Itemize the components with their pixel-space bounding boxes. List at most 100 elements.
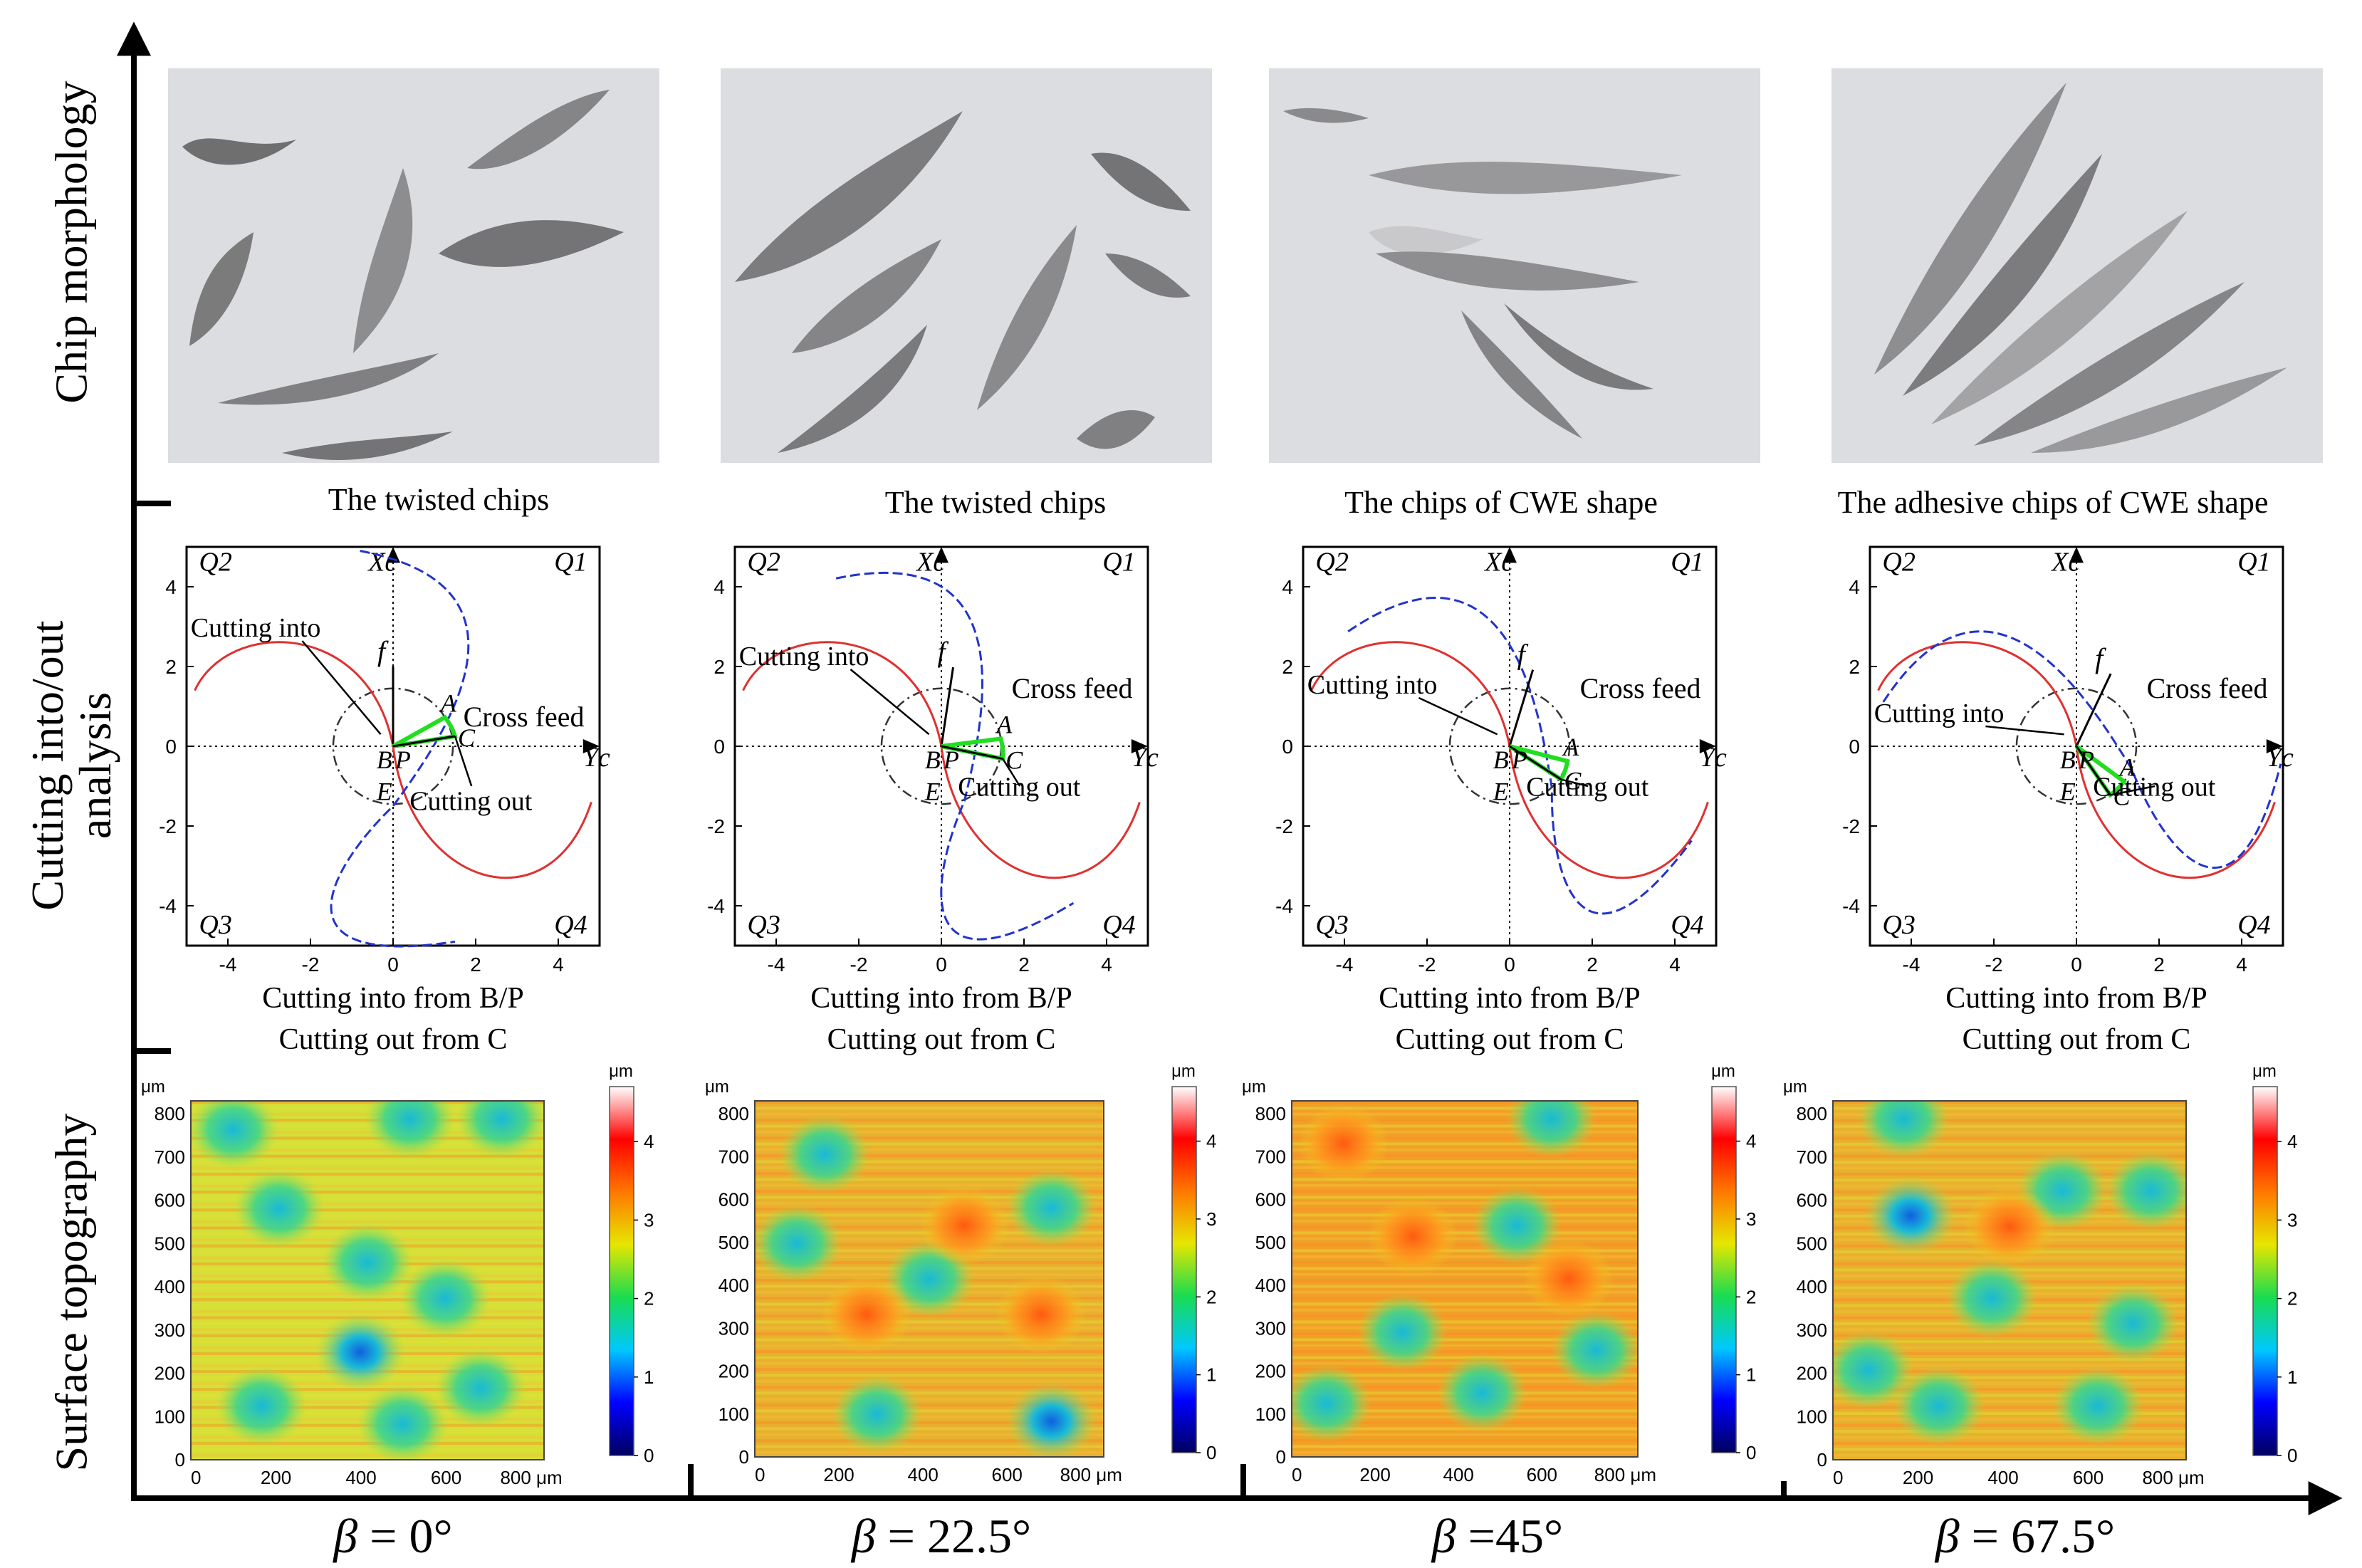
cutting-out-pointer <box>1561 778 1589 788</box>
point-label-b: B <box>2060 746 2076 774</box>
y-tick-label: -2 <box>159 815 177 837</box>
x-tick-label: -4 <box>1336 953 1354 976</box>
point-label-e: E <box>2059 778 2076 806</box>
y-tick-label: 200 <box>155 1363 185 1384</box>
colorbar-tick-label: 2 <box>2287 1288 2297 1310</box>
point-label-a: A <box>2118 753 2136 781</box>
cross-feed-label: Cross feed <box>2147 672 2268 704</box>
chip-photo-3 <box>1269 68 1760 463</box>
quadrant-label-q2: Q2 <box>1882 548 1915 577</box>
cutting-out-pointer <box>1002 758 1021 787</box>
topography-heatmap <box>191 1101 544 1460</box>
y-tick-label: -4 <box>1275 895 1293 917</box>
y-tick-label: 800 <box>155 1103 185 1124</box>
y-tick-label: 400 <box>155 1276 185 1297</box>
y-tick-label: 500 <box>718 1232 749 1253</box>
x-tick-label: 400 <box>907 1464 938 1485</box>
cutting-into-label: Cutting into <box>1307 670 1438 700</box>
y-tick-label: 200 <box>1255 1361 1286 1382</box>
x-tick-label: 0 <box>755 1464 765 1485</box>
colorbar-tick-label: 3 <box>1206 1208 1216 1230</box>
x-tick-label: -2 <box>302 953 320 976</box>
topography-heatmap <box>755 1101 1104 1457</box>
xc-axis-label: Xc <box>2050 548 2080 577</box>
beta-symbol: β <box>1431 1509 1456 1563</box>
cutting-out-caption: Cutting out from C <box>1962 1023 2191 1056</box>
colorbar-gradient <box>1171 1086 1197 1453</box>
y-tick-label: 2 <box>1282 656 1293 678</box>
x-tick-label: 600 <box>431 1467 461 1488</box>
y-tick-label: 200 <box>718 1361 749 1382</box>
beta-label-col-3: β =45° <box>1432 1508 1563 1564</box>
x-tick-label: 2 <box>1587 953 1598 976</box>
y-tick-label: 0 <box>165 736 177 758</box>
cutting-into-pointer <box>1985 725 2064 736</box>
y-tick-label: -2 <box>707 815 725 837</box>
colorbar-tick-label: 2 <box>1746 1286 1756 1307</box>
point-label-p: P <box>2078 746 2094 774</box>
x-tick-label: 600 <box>1527 1464 1557 1485</box>
colorbar-tick-label: 2 <box>1206 1286 1216 1307</box>
point-label-b: B <box>377 746 392 774</box>
y-tick-label: 500 <box>1797 1233 1827 1254</box>
y-tick-label: -2 <box>1275 815 1293 837</box>
cutting-diagram-3: -4 -4 -2 -2 0 0 2 2 4 4 Xc Yc Q2 Q1 Q3 Q4 f A C B P E Cutting … <box>1218 533 1859 1049</box>
quadrant-label-q2: Q2 <box>747 548 780 577</box>
beta-symbol: β <box>1935 1509 1960 1563</box>
colorbar-tick-label: 4 <box>1746 1131 1756 1152</box>
yc-arrow-icon <box>2266 739 2283 753</box>
y-tick-label: 0 <box>1817 1449 1827 1470</box>
colorbar-tick-label: 2 <box>644 1288 654 1310</box>
colorbar-4: μm 4 3 2 1 0 <box>2246 1058 2331 1485</box>
y-tick-label: 600 <box>718 1189 749 1211</box>
x-tick-label: 4 <box>1101 953 1112 976</box>
x-tick-label: 400 <box>1987 1467 2018 1488</box>
unit-label: μm <box>1783 1077 1807 1097</box>
point-label-c: C <box>1005 746 1023 775</box>
row-label-surface-topography: Surface topography <box>46 1113 97 1472</box>
beta-symbol: β <box>333 1509 358 1563</box>
point-label-a: A <box>995 710 1013 738</box>
surface-topography-1: μm 800 700 600 500 400 300 200 100 0 0 200 400 600 800… <box>120 1065 615 1506</box>
y-tick-label: 0 <box>1276 1446 1286 1468</box>
cutting-into-caption: Cutting into from B/P <box>1945 982 2207 1015</box>
cutting-out-pointer <box>454 736 473 787</box>
y-tick-label: 4 <box>1849 576 1860 598</box>
point-label-a: A <box>439 689 457 717</box>
yc-arrow-icon <box>582 739 600 753</box>
colorbar-unit-label: μm <box>1711 1062 1735 1081</box>
quadrant-label-q4: Q4 <box>1671 910 1703 940</box>
colorbar-unit-label: μm <box>2252 1062 2277 1081</box>
x-tick-label: 800 μm <box>1060 1464 1122 1485</box>
x-tick-label: -2 <box>1418 953 1436 976</box>
quadrant-label-q1: Q1 <box>1102 548 1135 577</box>
quadrant-label-q1: Q1 <box>2237 548 2270 577</box>
caption-col-3: The chips of CWE shape <box>1344 485 1658 520</box>
y-tick-label: 4 <box>1282 576 1293 598</box>
cross-feed-label: Cross feed <box>1580 672 1701 704</box>
caption-col-4: The adhesive chips of CWE shape <box>1837 485 2269 520</box>
x-tick-label: 400 <box>1443 1464 1474 1485</box>
cutting-out-label: Cutting out <box>409 787 533 817</box>
point-label-b: B <box>1493 746 1509 774</box>
x-tick-label: 4 <box>2236 953 2247 976</box>
yc-axis-label: Yc <box>583 743 610 773</box>
f-label: f <box>2095 642 2106 674</box>
y-tick-label: 2 <box>1849 656 1860 678</box>
cross-feed-label: Cross feed <box>1012 672 1133 704</box>
colorbar-tick-label: 0 <box>1746 1442 1756 1463</box>
colorbar-gradient <box>609 1086 634 1456</box>
cutting-into-label: Cutting into <box>1874 699 2005 728</box>
blue-trajectory-curve <box>1347 597 1693 915</box>
point-label-e: E <box>1493 778 1509 806</box>
quadrant-label-q2: Q2 <box>1315 548 1348 577</box>
y-tick-label: 800 <box>1797 1103 1827 1124</box>
tool-circle <box>2015 687 2138 805</box>
y-tick-label: 200 <box>1797 1363 1827 1384</box>
y-tick-label: 0 <box>1282 736 1293 758</box>
yc-arrow-icon <box>1131 739 1148 753</box>
y-tick-label: 400 <box>1797 1276 1827 1297</box>
x-tick-label: 0 <box>2071 953 2082 976</box>
colorbar-tick-label: 4 <box>1206 1131 1216 1152</box>
